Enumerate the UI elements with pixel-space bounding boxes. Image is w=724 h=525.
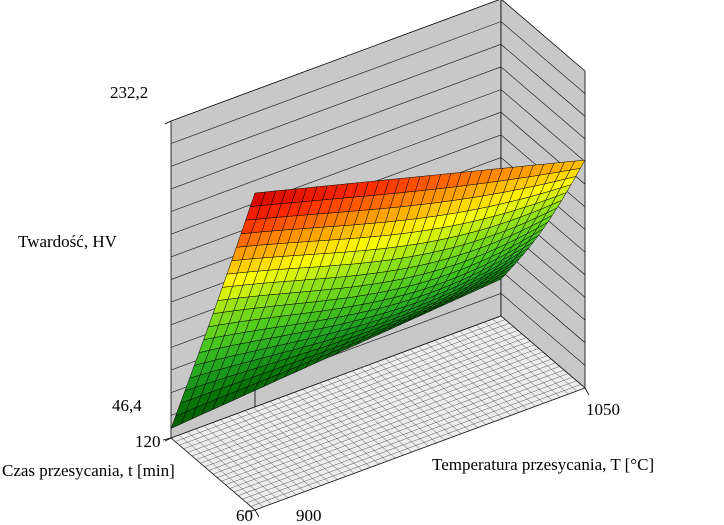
surface-cell xyxy=(250,191,266,207)
floor-gridline xyxy=(208,348,539,471)
wall-gridline xyxy=(170,89,586,212)
floor-gridline xyxy=(229,366,560,489)
wall-gridline xyxy=(170,66,586,190)
floor-gridline xyxy=(254,387,586,511)
floor-gridline xyxy=(221,359,552,482)
floor-gridline xyxy=(212,351,544,475)
floor-gridline xyxy=(170,315,502,439)
y-axis-label: Czas przesycania, t [min] xyxy=(2,461,175,480)
floor-gridline xyxy=(246,380,577,503)
floor-gridline xyxy=(191,333,523,457)
y-tick-mark xyxy=(246,509,256,513)
floor-gridline xyxy=(225,362,556,485)
x-tick-900: 900 xyxy=(296,506,322,525)
floor-gridline xyxy=(217,355,548,478)
wall-gridline xyxy=(170,43,586,167)
floor-gridline xyxy=(187,330,518,453)
x-tick-mark xyxy=(584,387,590,396)
z-tick-mark xyxy=(164,120,172,125)
y-tick-120: 120 xyxy=(135,432,161,451)
floor-gridline xyxy=(196,337,527,460)
x-axis-label: Temperatura przesycania, T [°C] xyxy=(432,455,654,474)
floor-gridline xyxy=(204,344,535,467)
floor-gridline xyxy=(200,341,531,464)
x-tick-1050: 1050 xyxy=(586,400,620,419)
surface-mesh xyxy=(170,159,586,429)
floor-gridline xyxy=(179,323,510,446)
x-tick-mark xyxy=(254,509,260,518)
floor-gridline xyxy=(250,384,581,507)
wall-gridline xyxy=(170,21,586,144)
floor-gridline xyxy=(183,326,514,449)
z-tick-min: 46,4 xyxy=(112,396,142,415)
z-tick-max: 232,2 xyxy=(110,83,148,102)
floor-grid xyxy=(162,315,590,518)
y-tick-60: 60 xyxy=(236,506,253,525)
chart-labels: Twardość, HV 232,2 46,4 120 Czas przesyc… xyxy=(2,83,654,525)
floor-gridline xyxy=(242,377,573,500)
floor-gridline xyxy=(233,369,565,493)
floor-gridline xyxy=(238,373,569,496)
z-axis-label: Twardość, HV xyxy=(18,232,118,251)
y-tick-mark xyxy=(162,437,172,441)
floor-gridline xyxy=(175,319,506,442)
